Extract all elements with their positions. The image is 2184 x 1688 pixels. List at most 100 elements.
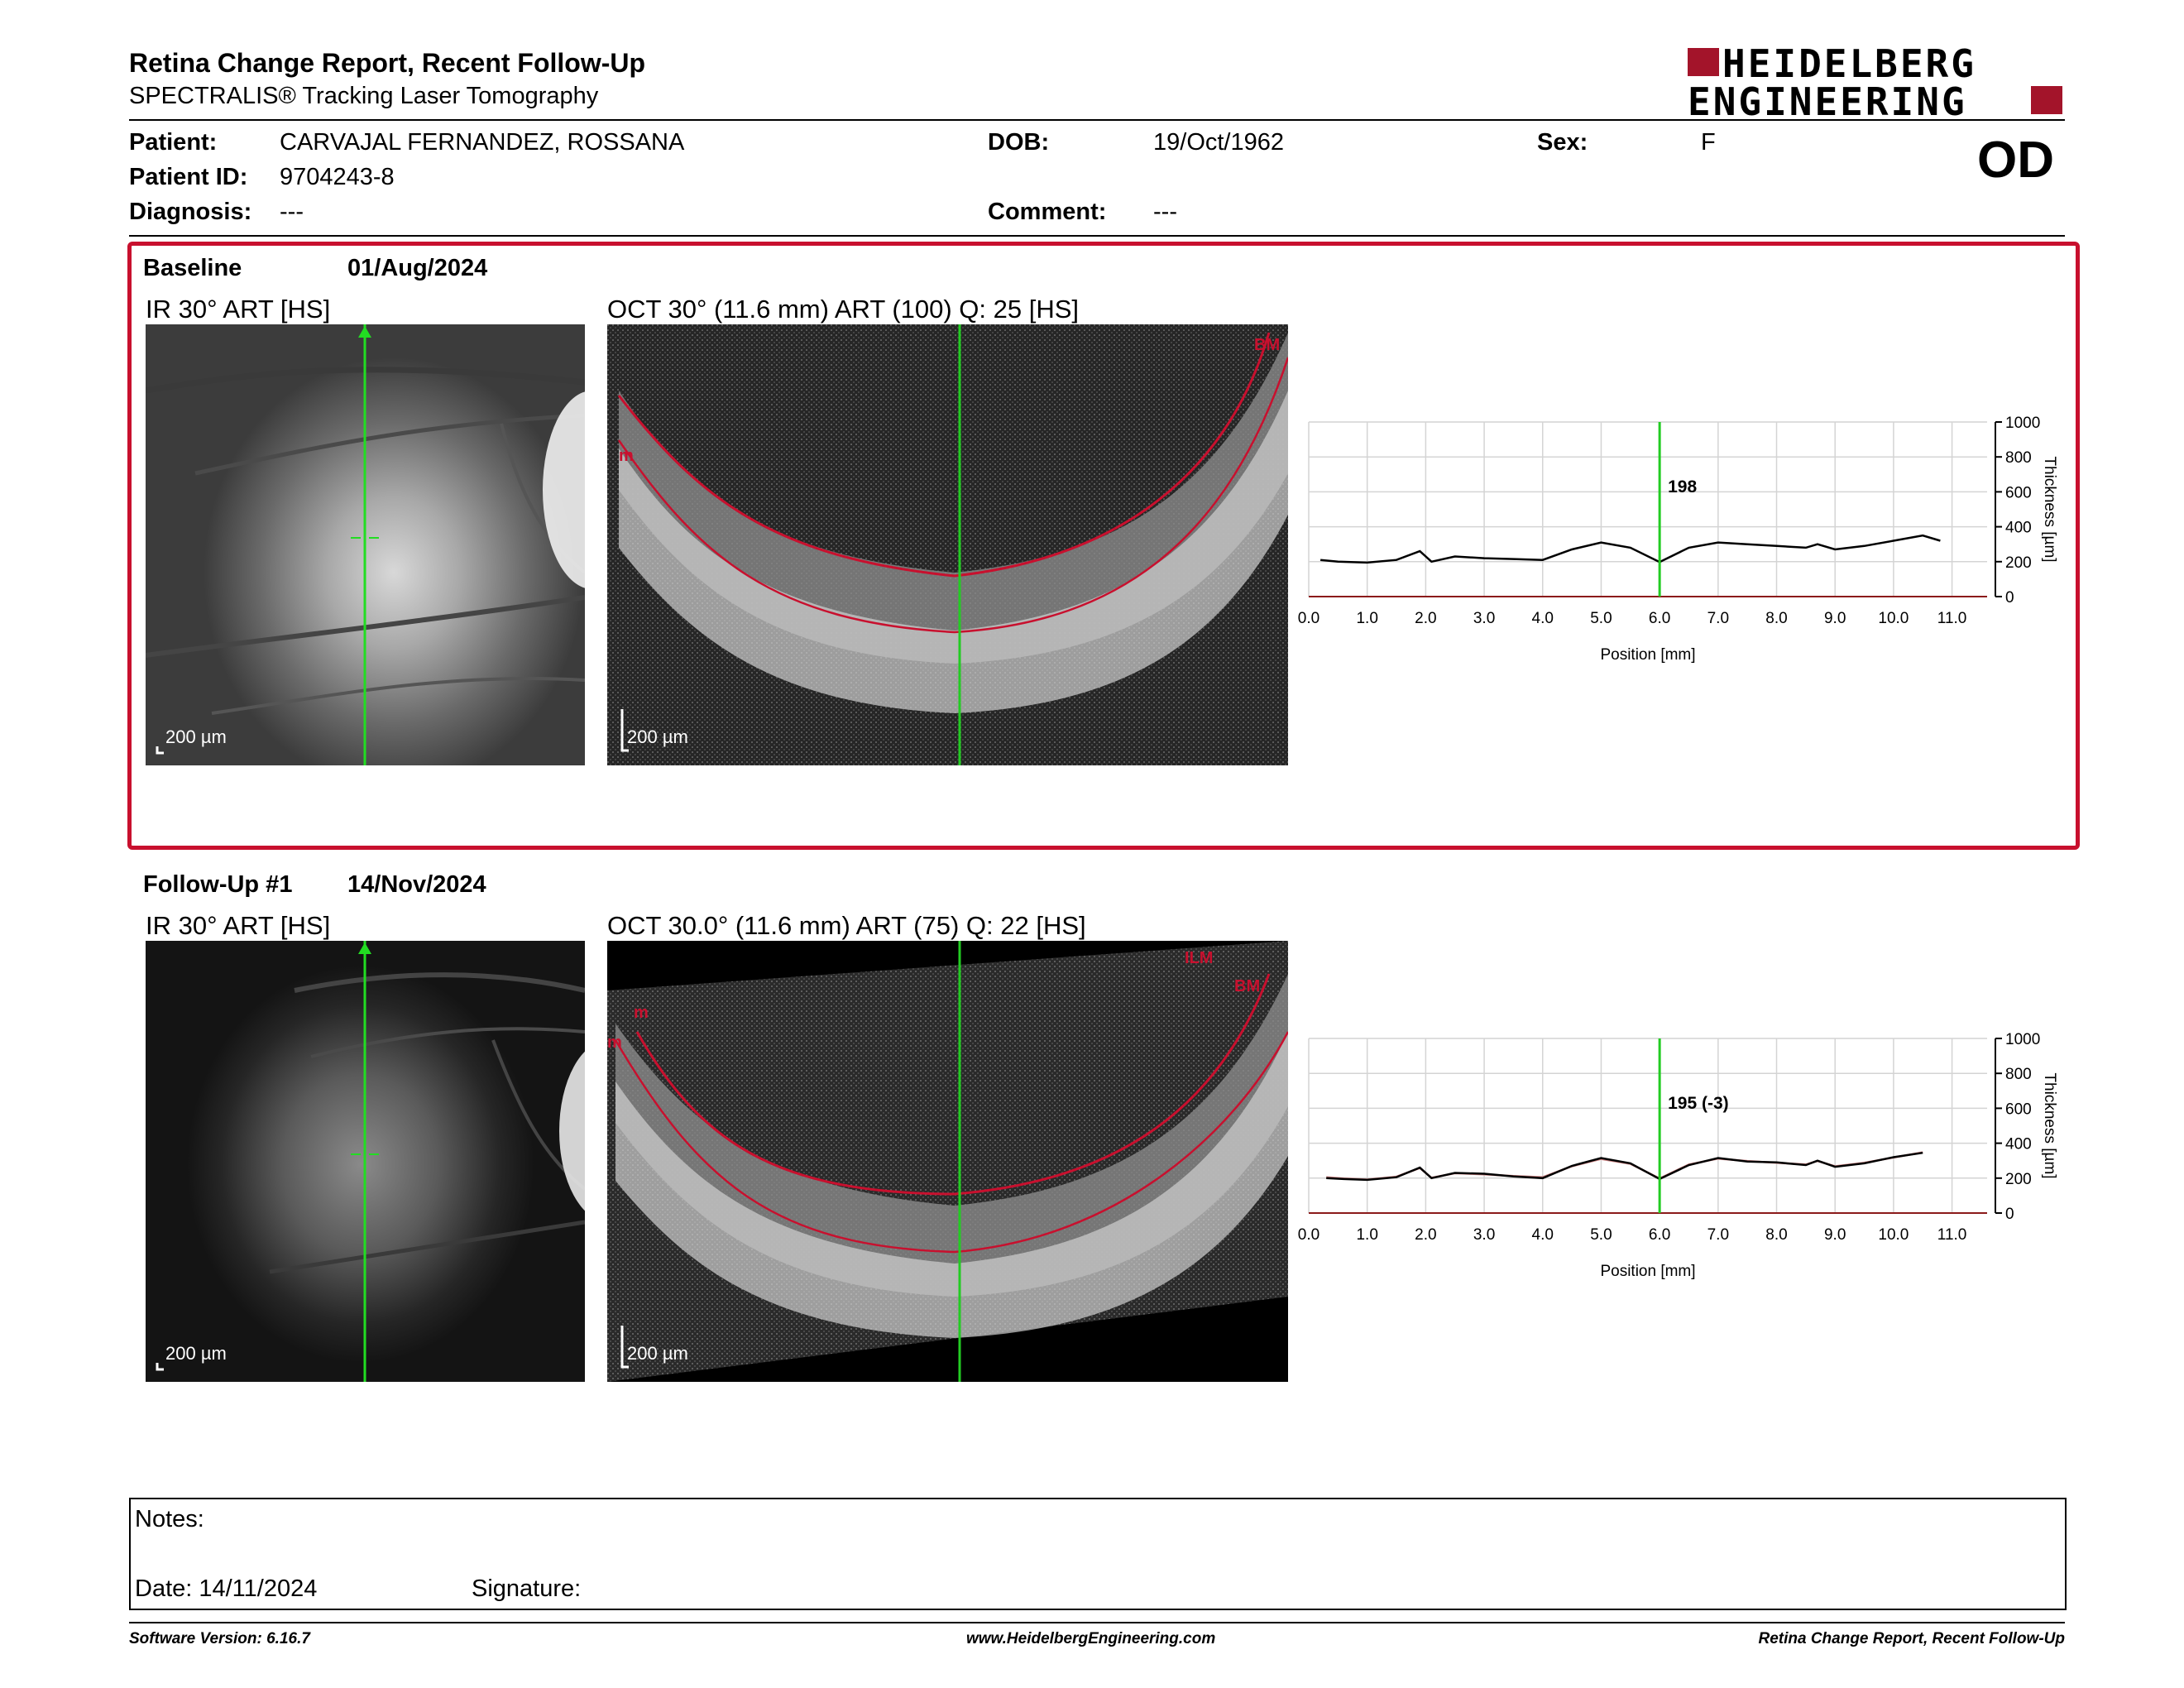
comment-value: --- xyxy=(1153,199,1177,225)
followup-oct-scale: 200 µm xyxy=(627,1343,688,1364)
followup-ir-scale: 200 µm xyxy=(165,1343,227,1364)
followup-ilm-label: ILM xyxy=(1185,949,1214,967)
baseline-chart-xtick-label-11: 11.0 xyxy=(1937,610,1967,627)
followup-chart-xtick-label-8: 8.0 xyxy=(1765,1226,1787,1244)
eye-indicator: OD xyxy=(1977,132,2054,189)
header-rule xyxy=(129,119,2065,121)
followup-chart-ytick-label-0: 0 xyxy=(2005,1206,2014,1223)
followup-label: Follow-Up #1 xyxy=(143,871,293,898)
baseline-ir-caption: IR 30° ART [HS] xyxy=(146,295,331,324)
followup-m1-label: m xyxy=(634,1004,649,1022)
followup-chart-xtick-label-9: 9.0 xyxy=(1824,1226,1846,1244)
notes-label: Notes: xyxy=(135,1506,204,1532)
followup-chart-xtick-label-11: 11.0 xyxy=(1937,1226,1967,1244)
baseline-chart-xtick-label-3: 3.0 xyxy=(1473,610,1495,627)
followup-chart-ytick-label-2: 400 xyxy=(2005,1136,2032,1153)
followup-ir-image: 200 µm xyxy=(146,941,585,1382)
baseline-chart-xlabel: Position [mm] xyxy=(1600,646,1695,664)
baseline-section xyxy=(127,242,2080,850)
baseline-oct-bscan xyxy=(607,324,1288,765)
patient-id-value: 9704243-8 xyxy=(280,164,395,190)
followup-chart-xtick-label-2: 2.0 xyxy=(1415,1226,1436,1244)
comment-label: Comment: xyxy=(988,199,1107,225)
baseline-chart-series-0 xyxy=(1320,534,1941,564)
followup-oct-image: ILM BM m m 200 µm xyxy=(607,941,1288,1382)
followup-thickness-chart: 0 200 400 600 800 1000 0.0 1.0 2.0 3.0 4.0 5.0 6.0 7.… xyxy=(1298,1031,2058,1280)
followup-chart-xtick-label-0: 0.0 xyxy=(1298,1226,1320,1244)
baseline-chart-xtick-label-6: 6.0 xyxy=(1649,610,1670,627)
followup-chart-xtick-label-10: 10.0 xyxy=(1878,1226,1909,1244)
baseline-chart-ytick-label-3: 600 xyxy=(2005,484,2032,501)
followup-chart-plot: 0 200 400 600 800 1000 0.0 1.0 2.0 3.0 4.0 5.0 6.0 7.… xyxy=(1298,1031,2058,1280)
baseline-ir-vessels xyxy=(146,324,585,765)
followup-chart-xtick-label-6: 6.0 xyxy=(1649,1226,1670,1244)
signature-label: Signature: xyxy=(472,1575,582,1602)
baseline-chart-xtick-label-2: 2.0 xyxy=(1415,610,1436,627)
patient-label: Patient: xyxy=(129,129,218,156)
followup-ir-caption: IR 30° ART [HS] xyxy=(146,911,331,940)
patient-rule xyxy=(129,235,2065,237)
baseline-oct-caption: OCT 30° (11.6 mm) ART (100) Q: 25 [HS] xyxy=(607,295,1080,324)
followup-chart-ytick-label-1: 200 xyxy=(2005,1171,2032,1188)
followup-chart-xtick-label-5: 5.0 xyxy=(1590,1226,1612,1244)
baseline-ir-scale: 200 µm xyxy=(165,727,227,747)
followup-chart-marker-label: 195 (-3) xyxy=(1668,1094,1729,1113)
followup-chart-series-0 xyxy=(1326,1151,1923,1182)
baseline-chart-xtick-label-9: 9.0 xyxy=(1824,610,1846,627)
baseline-ilm-label: m xyxy=(619,447,634,465)
footer-version: Software Version: 6.16.7 xyxy=(129,1630,310,1647)
sex-value: F xyxy=(1701,129,1716,156)
followup-chart-xtick-label-4: 4.0 xyxy=(1532,1226,1554,1244)
followup-chart-ytick-label-4: 800 xyxy=(2005,1066,2032,1083)
followup-m2-label: m xyxy=(607,1033,622,1052)
baseline-chart-xtick-label-1: 1.0 xyxy=(1356,610,1377,627)
followup-bm-label: BM xyxy=(1234,977,1261,995)
baseline-chart-xtick-label-10: 10.0 xyxy=(1878,610,1909,627)
diagnosis-label: Diagnosis: xyxy=(129,199,252,225)
dob-label: DOB: xyxy=(988,129,1050,156)
baseline-chart-ytick-label-5: 1000 xyxy=(2005,415,2040,432)
baseline-chart-ytick-label-1: 200 xyxy=(2005,554,2032,572)
followup-chart-ytick-label-3: 600 xyxy=(2005,1101,2032,1118)
baseline-ir-image: 200 µm xyxy=(146,324,585,765)
followup-ir-vessels xyxy=(156,941,585,1382)
report-title: Retina Change Report, Recent Follow-Up xyxy=(129,48,646,78)
baseline-chart-ytick-label-2: 400 xyxy=(2005,520,2032,537)
footer-rule xyxy=(129,1622,2065,1623)
followup-chart-xtick-label-7: 7.0 xyxy=(1707,1226,1729,1244)
diagnosis-value: --- xyxy=(280,199,304,225)
baseline-date: 01/Aug/2024 xyxy=(347,255,488,281)
notes-box xyxy=(129,1498,2067,1610)
logo-line1: HEIDELBERG xyxy=(1722,41,1976,86)
baseline-thickness-chart: 0 200 400 600 800 1000 0.0 1.0 2.0 3.0 4.0 5.0 6.0 7.… xyxy=(1298,415,2058,664)
baseline-chart-ylabel: Thickness [µm] xyxy=(2041,456,2058,562)
baseline-label: Baseline xyxy=(143,255,242,281)
followup-oct-caption: OCT 30.0° (11.6 mm) ART (75) Q: 22 [HS] xyxy=(607,911,1086,940)
notes-date: Date: 14/11/2024 xyxy=(135,1575,318,1602)
followup-chart-xtick-label-1: 1.0 xyxy=(1356,1226,1377,1244)
sex-label: Sex: xyxy=(1537,129,1588,156)
patient-name: CARVAJAL FERNANDEZ, ROSSANA xyxy=(280,129,685,156)
followup-chart-ylabel: Thickness [µm] xyxy=(2041,1072,2058,1178)
baseline-chart-xtick-label-8: 8.0 xyxy=(1765,610,1787,627)
footer-report: Retina Change Report, Recent Follow-Up xyxy=(1758,1630,2065,1647)
report-subtitle: SPECTRALIS® Tracking Laser Tomography xyxy=(129,83,599,109)
followup-chart-ytick-label-5: 1000 xyxy=(2005,1031,2040,1048)
followup-chart-xlabel: Position [mm] xyxy=(1600,1263,1695,1280)
baseline-chart-ytick-label-0: 0 xyxy=(2005,589,2014,607)
followup-oct-bscan xyxy=(607,941,1288,1382)
dob-value: 19/Oct/1962 xyxy=(1153,129,1284,156)
baseline-chart-marker-label: 198 xyxy=(1668,477,1697,496)
baseline-chart-xtick-label-7: 7.0 xyxy=(1707,610,1729,627)
baseline-bm-label: BM xyxy=(1254,336,1281,354)
logo-line2: ENGINEERING xyxy=(1688,79,1967,124)
logo-block-top xyxy=(1688,48,1719,76)
baseline-oct-image: BM m 200 µm xyxy=(607,324,1288,765)
baseline-chart-ytick-label-4: 800 xyxy=(2005,449,2032,467)
baseline-chart-xtick-label-5: 5.0 xyxy=(1590,610,1612,627)
patient-id-label: Patient ID: xyxy=(129,164,248,190)
baseline-chart-xtick-label-4: 4.0 xyxy=(1532,610,1554,627)
baseline-oct-scale: 200 µm xyxy=(627,727,688,747)
baseline-chart-xtick-label-0: 0.0 xyxy=(1298,610,1320,627)
followup-date: 14/Nov/2024 xyxy=(347,871,486,898)
